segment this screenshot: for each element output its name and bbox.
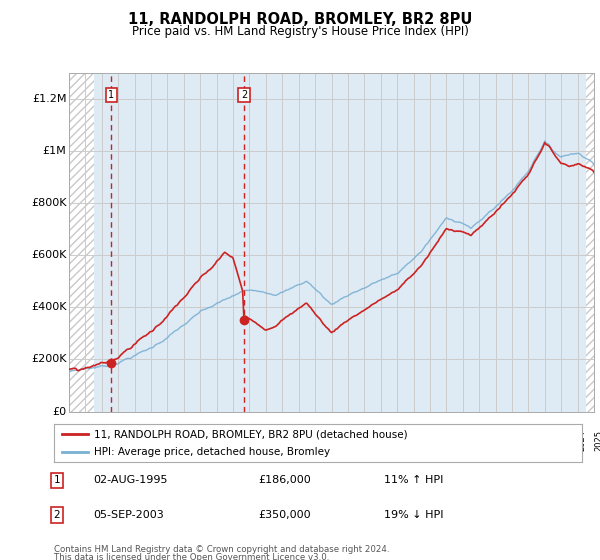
Text: £0: £0: [52, 407, 67, 417]
Text: 02-AUG-1995: 02-AUG-1995: [93, 475, 167, 486]
Text: Contains HM Land Registry data © Crown copyright and database right 2024.: Contains HM Land Registry data © Crown c…: [54, 545, 389, 554]
Text: £350,000: £350,000: [258, 510, 311, 520]
Text: 2015: 2015: [430, 430, 439, 451]
Text: 1999: 1999: [167, 430, 176, 451]
Text: £186,000: £186,000: [258, 475, 311, 486]
Text: 2018: 2018: [479, 430, 488, 451]
Text: 2003: 2003: [233, 430, 242, 451]
Text: 2007: 2007: [299, 430, 308, 451]
Text: 1993: 1993: [69, 430, 78, 451]
Text: 2024: 2024: [578, 430, 587, 451]
Text: 05-SEP-2003: 05-SEP-2003: [93, 510, 164, 520]
Text: 2016: 2016: [446, 430, 455, 451]
Text: 2: 2: [53, 510, 61, 520]
Text: 2013: 2013: [397, 430, 406, 451]
Text: 2019: 2019: [496, 430, 505, 451]
Text: 2000: 2000: [184, 430, 193, 451]
Text: 2004: 2004: [250, 430, 259, 451]
Text: 2023: 2023: [561, 430, 570, 451]
Text: 11, RANDOLPH ROAD, BROMLEY, BR2 8PU: 11, RANDOLPH ROAD, BROMLEY, BR2 8PU: [128, 12, 472, 27]
Text: 2001: 2001: [200, 430, 209, 451]
Text: Price paid vs. HM Land Registry's House Price Index (HPI): Price paid vs. HM Land Registry's House …: [131, 25, 469, 38]
Text: This data is licensed under the Open Government Licence v3.0.: This data is licensed under the Open Gov…: [54, 553, 329, 560]
Text: 1: 1: [53, 475, 61, 486]
Text: 11, RANDOLPH ROAD, BROMLEY, BR2 8PU (detached house): 11, RANDOLPH ROAD, BROMLEY, BR2 8PU (det…: [94, 429, 407, 439]
Text: 1997: 1997: [134, 430, 143, 451]
Text: 2008: 2008: [315, 430, 324, 451]
Text: 1994: 1994: [85, 430, 94, 451]
Text: 1995: 1995: [102, 430, 111, 451]
Text: 2: 2: [241, 90, 247, 100]
Text: 2006: 2006: [282, 430, 291, 451]
Text: 2025: 2025: [594, 430, 600, 451]
Text: 1996: 1996: [118, 430, 127, 451]
Text: 19% ↓ HPI: 19% ↓ HPI: [384, 510, 443, 520]
Text: 1998: 1998: [151, 430, 160, 451]
Text: 2012: 2012: [381, 430, 390, 451]
Text: HPI: Average price, detached house, Bromley: HPI: Average price, detached house, Brom…: [94, 447, 330, 457]
Text: £400K: £400K: [31, 302, 67, 312]
Text: 2017: 2017: [463, 430, 472, 451]
Text: £200K: £200K: [31, 354, 67, 365]
Text: 2021: 2021: [529, 430, 538, 451]
Text: 2010: 2010: [348, 430, 357, 451]
Text: 2009: 2009: [331, 430, 341, 451]
Text: 2005: 2005: [266, 430, 275, 451]
Text: £800K: £800K: [31, 198, 67, 208]
Text: 1: 1: [108, 90, 115, 100]
Text: 2002: 2002: [217, 430, 226, 451]
Text: £1.2M: £1.2M: [32, 94, 67, 104]
Text: 2014: 2014: [413, 430, 422, 451]
Text: 2011: 2011: [364, 430, 373, 451]
Text: £1M: £1M: [43, 146, 67, 156]
Text: 2020: 2020: [512, 430, 521, 451]
Text: £600K: £600K: [31, 250, 67, 260]
Bar: [69, 73, 94, 412]
Text: 11% ↑ HPI: 11% ↑ HPI: [384, 475, 443, 486]
Bar: [586, 73, 594, 412]
Text: 2022: 2022: [545, 430, 554, 451]
